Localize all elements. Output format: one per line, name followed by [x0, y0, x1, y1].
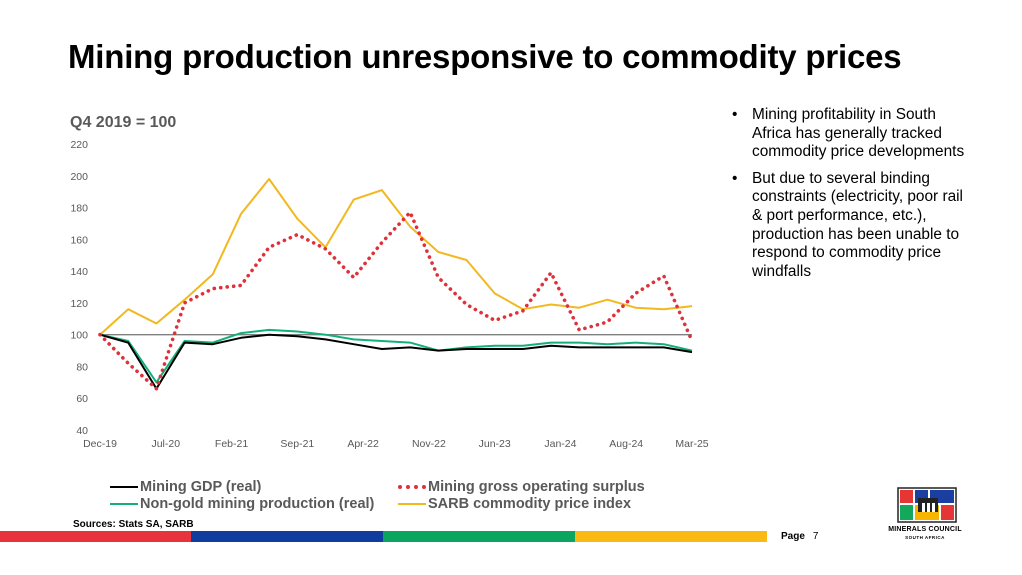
- legend-label: SARB commodity price index: [428, 496, 632, 512]
- x-tick-label: Jun-23: [479, 438, 511, 450]
- x-tick-label: Aug-24: [609, 438, 643, 450]
- y-tick-label: 220: [70, 139, 88, 151]
- y-axis: 40 60 80 100 120 140 160 180 200 220: [70, 139, 88, 437]
- x-axis: Dec-19 Jul-20 Feb-21 Sep-21 Apr-22 Nov-22 Jun-…: [83, 438, 709, 450]
- x-tick-label: Nov-22: [412, 438, 446, 450]
- bullet-text: But due to several binding constraints (…: [752, 169, 963, 280]
- x-tick-label: Mar-25: [675, 438, 708, 450]
- x-tick-label: Jan-24: [544, 438, 576, 450]
- legend-item-gross-operating-surplus: Mining gross operating surplus: [398, 478, 645, 496]
- legend-item-mining-gdp: Mining GDP (real): [110, 478, 261, 496]
- page-indicator: Page 7: [781, 531, 818, 542]
- stripe-red: [0, 531, 191, 542]
- x-tick-label: Feb-21: [215, 438, 248, 450]
- y-tick-label: 40: [76, 425, 88, 437]
- series-layer: [98, 178, 694, 391]
- page-number: 7: [812, 531, 819, 542]
- y-tick-label: 60: [76, 393, 88, 405]
- legend-swatch-mining-gdp: [110, 486, 138, 488]
- slide-title: Mining production unresponsive to commod…: [68, 38, 902, 75]
- line-chart: 40 60 80 100 120 140 160 180 200 220 Dec-19 Jul-20…: [70, 139, 709, 450]
- y-tick-label: 180: [70, 203, 88, 215]
- y-tick-label: 160: [70, 234, 88, 246]
- legend-swatch-commodity-price-index: [398, 503, 426, 505]
- x-tick-label: Apr-22: [347, 438, 379, 450]
- legend-label: Mining gross operating surplus: [428, 479, 645, 495]
- legend-label: Mining GDP (real): [140, 479, 262, 495]
- bullet-list: • Mining profitability in South Africa h…: [732, 106, 967, 289]
- stripe-green: [383, 531, 575, 542]
- series-line-mining-gdp: [99, 333, 693, 390]
- y-tick-label: 80: [76, 361, 88, 373]
- chart-subtitle: Q4 2019 = 100: [70, 114, 177, 131]
- bullet-item: • Mining profitability in South Africa h…: [732, 106, 967, 162]
- x-tick-label: Sep-21: [280, 438, 314, 450]
- legend-swatch-non-gold-production: [110, 503, 138, 505]
- bullet-item: • But due to several binding constraints…: [732, 170, 967, 282]
- y-tick-label: 200: [70, 171, 88, 183]
- x-tick-label: Dec-19: [83, 438, 117, 450]
- bullet-text: Mining profitability in South Africa has…: [752, 106, 965, 161]
- stripe-blue: [191, 531, 383, 542]
- minerals-council-logo-icon: [897, 487, 957, 523]
- bullet-dot: •: [732, 106, 738, 123]
- sources-note: Sources: Stats SA, SARB: [73, 519, 194, 530]
- y-tick-label: 100: [70, 330, 88, 342]
- page-label: Page: [781, 531, 805, 542]
- legend-item-non-gold-production: Non-gold mining production (real): [110, 495, 374, 513]
- y-tick-label: 120: [70, 298, 88, 310]
- legend-item-commodity-price-index: SARB commodity price index: [398, 495, 631, 513]
- legend-label: Non-gold mining production (real): [140, 496, 375, 512]
- legend-swatch-gross-operating-surplus: [398, 485, 426, 489]
- bullet-dot: •: [732, 169, 738, 187]
- logo-name: MINERALS COUNCIL: [888, 526, 962, 533]
- series-line-commodity-price-index: [99, 178, 693, 336]
- logo-subname: SOUTH AFRICA: [905, 535, 945, 540]
- y-tick-label: 140: [70, 266, 88, 278]
- stripe-yellow: [575, 531, 767, 542]
- series-line-non-gold-production: [99, 328, 693, 384]
- x-tick-label: Jul-20: [151, 438, 180, 450]
